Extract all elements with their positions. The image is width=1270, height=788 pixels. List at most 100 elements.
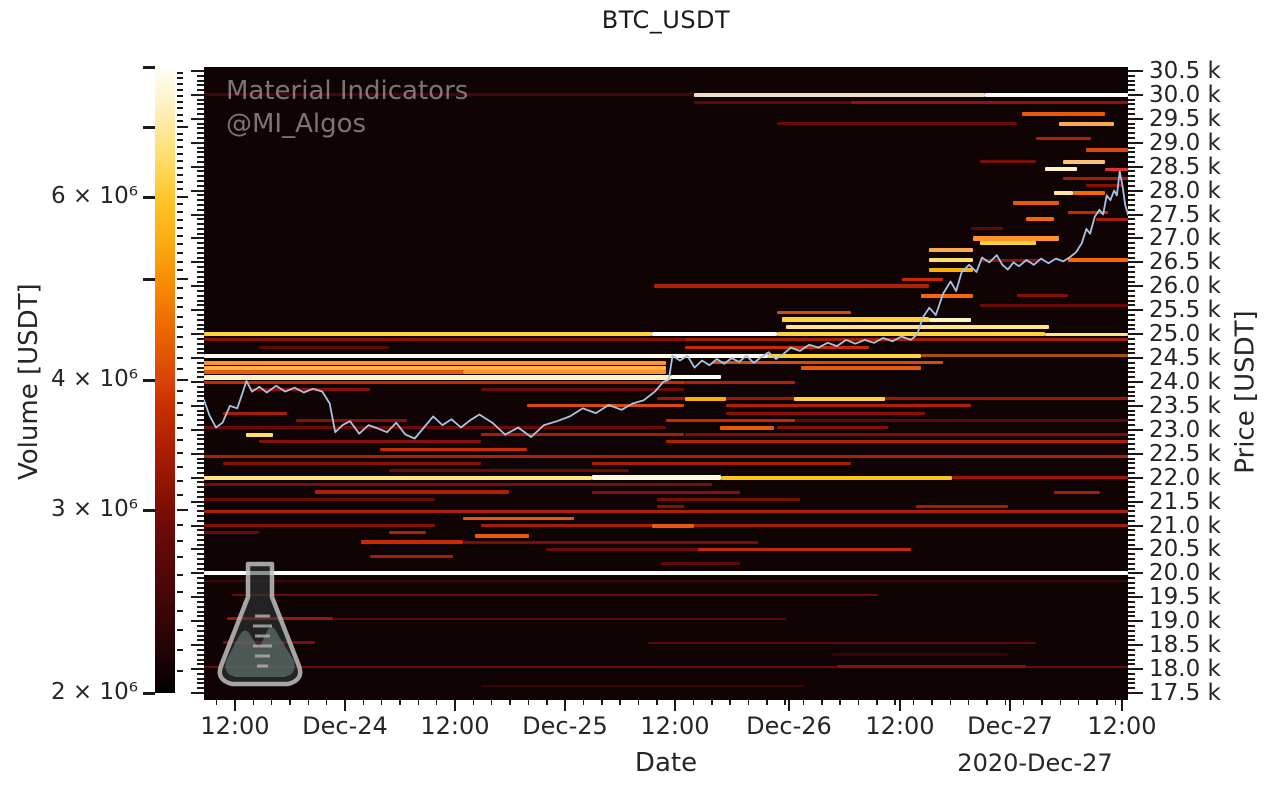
date-tick bbox=[1008, 700, 1012, 711]
liquidity-band bbox=[592, 475, 722, 481]
liquidity-band bbox=[462, 540, 759, 544]
liquidity-band bbox=[1086, 147, 1128, 152]
price-tick-right bbox=[1128, 476, 1143, 479]
date-minor-tick bbox=[876, 700, 878, 705]
price-tick-right bbox=[1128, 538, 1135, 541]
date-minor-tick bbox=[949, 700, 952, 705]
colorbar-minor-tick bbox=[177, 152, 183, 155]
colorbar-minor-tick bbox=[177, 390, 183, 393]
price-tick-left bbox=[191, 524, 204, 527]
price-tick-left bbox=[197, 558, 204, 561]
price-tick-left bbox=[197, 194, 204, 197]
price-tick-left bbox=[197, 299, 204, 302]
liquidity-band bbox=[481, 433, 685, 437]
colorbar-tick bbox=[143, 508, 155, 512]
price-tick-right bbox=[1128, 79, 1135, 82]
liquidity-band bbox=[1044, 332, 1128, 336]
price-tick-label: 23.5 k bbox=[1149, 392, 1221, 419]
date-minor-tick bbox=[582, 700, 585, 705]
price-tick-right bbox=[1128, 648, 1135, 651]
price-tick-left bbox=[191, 428, 204, 431]
price-tick-right bbox=[1128, 625, 1135, 627]
price-tick-left bbox=[197, 519, 204, 522]
price-tick-right bbox=[1128, 208, 1135, 211]
price-tick-right bbox=[1128, 256, 1135, 259]
liquidity-band bbox=[1026, 665, 1128, 668]
date-tick-label: 12:00 bbox=[420, 712, 490, 740]
date-minor-tick bbox=[766, 700, 768, 705]
liquidity-band bbox=[388, 531, 426, 535]
price-tick-left bbox=[191, 548, 204, 551]
colorbar-minor-tick bbox=[177, 346, 183, 349]
price-tick-right bbox=[1128, 318, 1135, 321]
liquidity-band bbox=[1063, 159, 1105, 164]
date-minor-tick bbox=[325, 700, 328, 705]
price-tick-left bbox=[197, 132, 204, 135]
date-minor-tick bbox=[399, 700, 401, 705]
price-tick-right bbox=[1128, 452, 1143, 455]
colorbar-minor-tick bbox=[177, 494, 183, 497]
price-tick-right bbox=[1128, 481, 1135, 484]
price-tick-right bbox=[1128, 371, 1135, 374]
liquidity-band bbox=[333, 617, 787, 620]
price-tick-right bbox=[1128, 682, 1135, 685]
price-tick-right bbox=[1128, 342, 1135, 345]
price-tick-right bbox=[1128, 591, 1135, 594]
price-tick-right bbox=[1128, 553, 1135, 556]
price-tick-right bbox=[1128, 117, 1143, 120]
date-minor-tick bbox=[417, 700, 420, 705]
price-tick-label: 25.5 k bbox=[1149, 297, 1221, 324]
liquidity-band bbox=[204, 332, 653, 337]
price-tick-left bbox=[197, 251, 204, 254]
price-tick-right bbox=[1128, 175, 1135, 178]
price-tick-left bbox=[197, 352, 204, 355]
price-tick-right bbox=[1128, 199, 1135, 202]
liquidity-band bbox=[984, 92, 1128, 97]
liquidity-band bbox=[1017, 294, 1068, 298]
price-tick-left bbox=[191, 596, 204, 599]
liquidity-band bbox=[481, 524, 1128, 527]
price-tick-label: 30.0 k bbox=[1149, 81, 1221, 108]
date-tick bbox=[233, 700, 237, 711]
price-tick-right bbox=[1128, 361, 1135, 364]
liquidity-band bbox=[661, 562, 740, 566]
date-minor-tick bbox=[1077, 700, 1080, 705]
price-tick-left bbox=[197, 424, 204, 427]
date-minor-tick bbox=[1004, 700, 1007, 705]
price-tick-label: 20.0 k bbox=[1149, 560, 1221, 587]
price-tick-left bbox=[197, 247, 204, 250]
price-tick-label: 26.0 k bbox=[1149, 273, 1221, 300]
price-tick-right bbox=[1128, 409, 1135, 412]
liquidity-band bbox=[1067, 258, 1128, 262]
price-tick-left bbox=[197, 653, 204, 656]
liquidity-band bbox=[656, 497, 800, 501]
price-tick-left bbox=[197, 687, 204, 690]
price-tick-right bbox=[1128, 424, 1135, 427]
price-tick-left bbox=[197, 648, 204, 651]
price-tick-left bbox=[197, 534, 204, 537]
price-tick-left bbox=[197, 467, 204, 470]
price-tick-right bbox=[1128, 653, 1135, 656]
liquidity-band bbox=[1104, 167, 1128, 171]
colorbar-minor-tick bbox=[177, 219, 183, 222]
price-tick-left bbox=[197, 486, 204, 489]
price-tick-left bbox=[197, 314, 204, 316]
price-tick-right bbox=[1128, 285, 1143, 288]
price-tick-right bbox=[1128, 385, 1135, 388]
price-tick-left bbox=[197, 567, 204, 570]
colorbar-minor-tick bbox=[177, 146, 183, 149]
colorbar-minor-tick bbox=[177, 315, 183, 318]
liquidity-band bbox=[204, 380, 685, 384]
price-tick-right bbox=[1128, 337, 1135, 340]
liquidity-band bbox=[231, 593, 879, 596]
price-tick-right bbox=[1128, 404, 1143, 407]
price-tick-left bbox=[197, 591, 204, 594]
price-tick-left bbox=[191, 452, 204, 455]
price-tick-left bbox=[197, 323, 204, 326]
liquidity-band bbox=[850, 100, 1128, 104]
date-minor-tick bbox=[711, 700, 713, 705]
price-tick-right bbox=[1128, 352, 1135, 355]
liquidity-band bbox=[921, 293, 973, 298]
colorbar-minor-tick bbox=[177, 465, 183, 468]
price-tick-right bbox=[1128, 471, 1135, 474]
